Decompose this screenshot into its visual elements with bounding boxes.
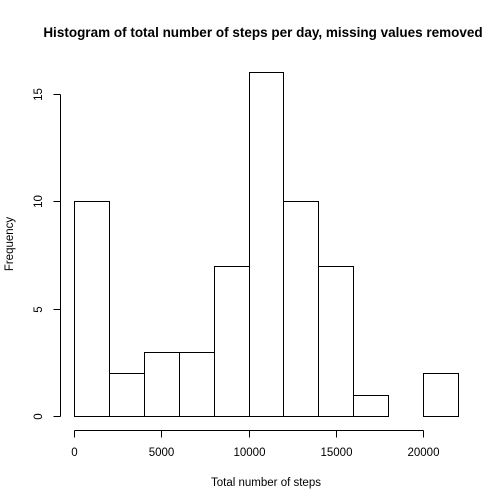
histogram-bar-2 (144, 352, 180, 417)
histogram-bar-0 (74, 201, 110, 417)
y-tick-label-1: 5 (33, 306, 45, 312)
histogram-bar-10 (423, 373, 459, 417)
histogram-bar-1 (109, 373, 145, 417)
y-tick-label-0: 0 (33, 413, 45, 419)
y-axis-label: Frequency (4, 217, 16, 272)
y-tick-label-3: 15 (33, 88, 45, 101)
histogram-bars (74, 72, 459, 417)
histogram-bar-4 (214, 266, 250, 417)
histogram-bar-3 (179, 352, 215, 417)
histogram-bar-7 (318, 266, 354, 417)
x-tick-label-0: 0 (71, 447, 77, 459)
y-axis: 0 5 10 15 (33, 88, 61, 420)
chart-title: Histogram of total number of steps per d… (43, 25, 482, 40)
x-tick-label-2: 10000 (234, 447, 266, 459)
x-axis: 0 5000 10000 15000 20000 (71, 430, 440, 459)
histogram-bar-8 (353, 395, 389, 417)
x-tick-label-3: 15000 (321, 447, 353, 459)
x-axis-label: Total number of steps (211, 477, 321, 489)
histogram-bar-6 (283, 201, 319, 417)
histogram-bar-5 (249, 72, 284, 417)
x-tick-label-4: 20000 (408, 447, 440, 459)
x-tick-label-1: 5000 (149, 447, 175, 459)
y-tick-label-2: 10 (33, 195, 45, 208)
